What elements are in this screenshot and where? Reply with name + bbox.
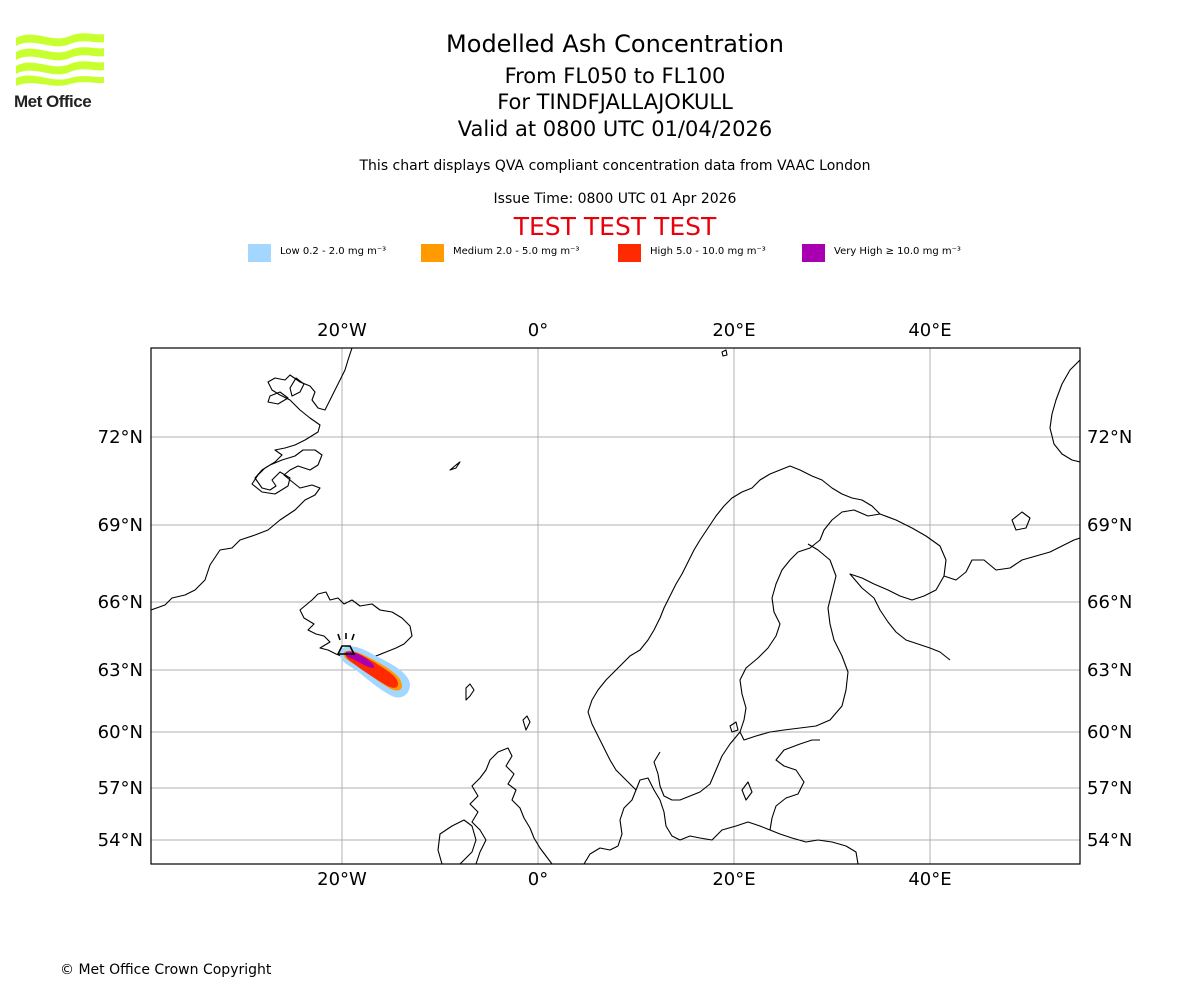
met-office-wave-icon bbox=[16, 33, 104, 86]
coastline-shetland bbox=[522, 715, 531, 731]
coastline-kola bbox=[849, 513, 951, 661]
legend-swatch-medium bbox=[421, 244, 444, 262]
lon-label-bottom-20w: 20°W bbox=[317, 869, 367, 890]
lon-label-top-0: 0° bbox=[528, 320, 548, 341]
lat-label-right-72n: 72°N bbox=[1087, 427, 1132, 448]
met-office-logo: Met Office bbox=[14, 30, 110, 112]
test-banner: TEST TEST TEST bbox=[513, 212, 717, 241]
volcano-icon bbox=[336, 633, 356, 655]
lat-label-left-57n: 57°N bbox=[98, 778, 143, 799]
legend-swatch-high bbox=[618, 244, 641, 262]
coastline-russia-north bbox=[943, 537, 1080, 581]
lon-label-bottom-0: 0° bbox=[528, 869, 548, 890]
legend-label-low: Low 0.2 - 2.0 mg m⁻³ bbox=[280, 246, 387, 257]
coastline-continent bbox=[583, 777, 859, 864]
lat-label-right-69n: 69°N bbox=[1087, 515, 1132, 536]
flight-level-range: From FL050 to FL100 bbox=[504, 64, 726, 88]
lon-label-bottom-20e: 20°E bbox=[712, 869, 755, 890]
coastline-bear-island bbox=[721, 349, 728, 357]
lon-label-top-20e: 20°E bbox=[712, 320, 755, 341]
volcano-name: For TINDFJALLAJOKULL bbox=[497, 90, 733, 114]
legend-label-very-high: Very High ≥ 10.0 mg m⁻³ bbox=[834, 246, 961, 257]
coastline-novaya-zemlya bbox=[1049, 359, 1080, 463]
coastline-jan-mayen bbox=[449, 461, 461, 471]
gridlines bbox=[151, 348, 1080, 864]
lat-label-left-72n: 72°N bbox=[98, 427, 143, 448]
legend: Low 0.2 - 2.0 mg m⁻³ Medium 2.0 - 5.0 mg… bbox=[0, 243, 1200, 263]
coastline-aland bbox=[729, 721, 739, 733]
lat-label-left-66n: 66°N bbox=[98, 592, 143, 613]
coastline-greenland-inlet bbox=[267, 391, 289, 405]
copyright-notice: © Met Office Crown Copyright bbox=[60, 962, 272, 978]
coastline-gotland bbox=[741, 781, 753, 801]
coastline-kolguev bbox=[1011, 511, 1031, 531]
lat-label-right-66n: 66°N bbox=[1087, 592, 1132, 613]
lat-label-right-60n: 60°N bbox=[1087, 722, 1132, 743]
logo-text: Met Office bbox=[14, 92, 92, 111]
coastline-faroe bbox=[465, 683, 475, 701]
coastline-ireland bbox=[437, 819, 477, 864]
map-frame bbox=[150, 347, 1081, 865]
chart-description: This chart displays QVA compliant concen… bbox=[359, 158, 871, 174]
coastline-iceland bbox=[299, 591, 413, 661]
longitude-labels-top: 20°W 0° 20°E 40°E bbox=[317, 320, 951, 341]
ash-plume bbox=[339, 646, 410, 698]
lat-label-left-69n: 69°N bbox=[98, 515, 143, 536]
legend-label-high: High 5.0 - 10.0 mg m⁻³ bbox=[650, 246, 766, 257]
lat-label-right-57n: 57°N bbox=[1087, 778, 1132, 799]
lat-label-right-54n: 54°N bbox=[1087, 830, 1132, 851]
latitude-labels-right: 72°N 69°N 66°N 63°N 60°N 57°N 54°N bbox=[1087, 427, 1132, 851]
ash-very-high-region bbox=[345, 651, 375, 668]
lat-label-right-63n: 63°N bbox=[1087, 660, 1132, 681]
lon-label-top-40e: 40°E bbox=[908, 320, 951, 341]
lon-label-top-20w: 20°W bbox=[317, 320, 367, 341]
coastline-sweden bbox=[653, 731, 741, 801]
coastline-great-britain bbox=[469, 747, 553, 864]
legend-swatch-very-high bbox=[802, 244, 825, 262]
lat-label-left-63n: 63°N bbox=[98, 660, 143, 681]
legend-label-medium: Medium 2.0 - 5.0 mg m⁻³ bbox=[453, 246, 580, 257]
coastline-scandinavia bbox=[587, 465, 881, 791]
lat-label-left-54n: 54°N bbox=[98, 830, 143, 851]
coastline-greenland bbox=[151, 348, 353, 611]
lon-label-bottom-40e: 40°E bbox=[908, 869, 951, 890]
issue-time: Issue Time: 0800 UTC 01 Apr 2026 bbox=[493, 191, 737, 207]
coastlines bbox=[151, 348, 1080, 864]
coastline-greenland-fjord bbox=[289, 377, 305, 397]
chart-title: Modelled Ash Concentration bbox=[446, 30, 784, 58]
valid-time: Valid at 0800 UTC 01/04/2026 bbox=[457, 117, 773, 141]
latitude-labels-left: 72°N 69°N 66°N 63°N 60°N 57°N 54°N bbox=[98, 427, 143, 851]
lat-label-left-60n: 60°N bbox=[98, 722, 143, 743]
coastline-bothnia bbox=[739, 543, 849, 741]
legend-swatch-low bbox=[248, 244, 271, 262]
longitude-labels-bottom: 20°W 0° 20°E 40°E bbox=[317, 869, 951, 890]
coastline-baltic bbox=[769, 739, 820, 831]
